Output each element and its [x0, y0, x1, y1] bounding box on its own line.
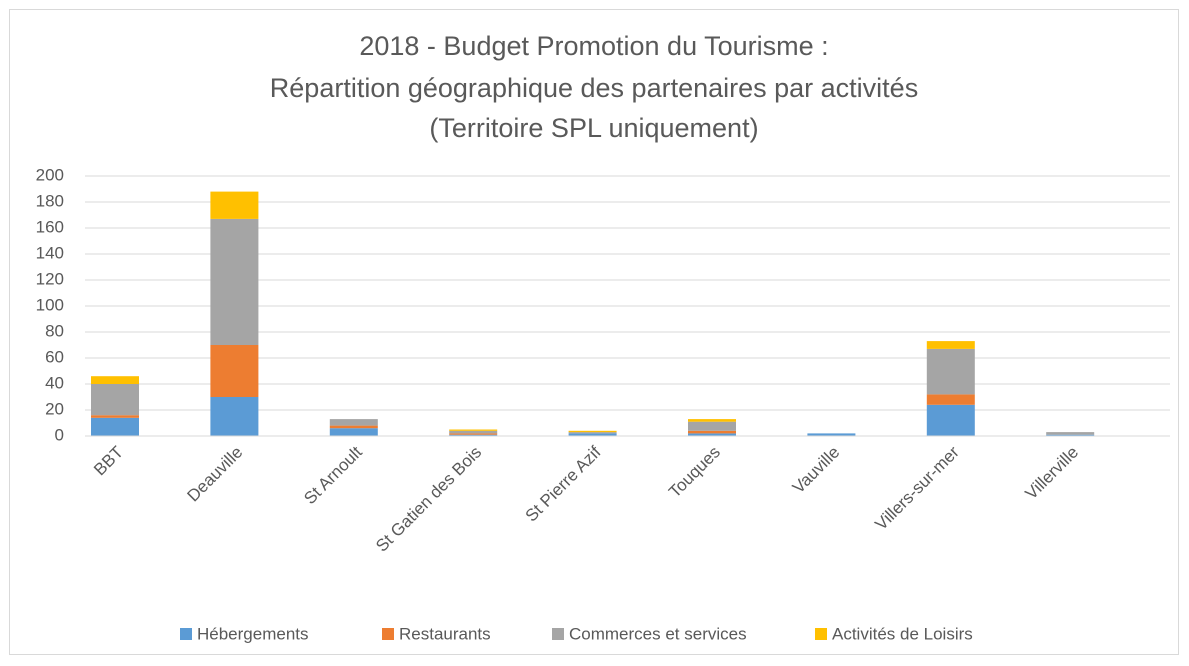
y-tick-label: 180	[36, 191, 64, 210]
bar-segment	[329, 425, 378, 429]
legend-swatch	[552, 628, 564, 640]
bar-segment	[210, 218, 259, 345]
legend-label: Commerces et services	[569, 624, 747, 643]
bar-segment	[926, 404, 975, 436]
bar-segment	[1046, 432, 1095, 435]
y-tick-label: 160	[36, 217, 64, 236]
bar-segment	[91, 417, 139, 436]
bar-segment	[926, 341, 975, 349]
bar-segment	[449, 433, 498, 435]
y-tick-label: 40	[45, 373, 64, 392]
bar-segment	[688, 430, 736, 434]
y-tick-label: 140	[36, 243, 64, 262]
y-tick-label: 120	[36, 269, 64, 288]
y-tick-label: 60	[45, 347, 64, 366]
bar-segment	[449, 434, 498, 436]
bar-segment	[210, 397, 259, 436]
y-tick-label: 100	[36, 295, 64, 314]
legend-swatch	[382, 628, 394, 640]
y-tick-label: 20	[45, 399, 64, 418]
legend-label: Hébergements	[197, 624, 309, 643]
bar-segment	[688, 421, 736, 431]
bar-segment	[210, 345, 259, 397]
chart-title: 2018 - Budget Promotion du Tourisme :	[359, 31, 828, 61]
legend-swatch	[180, 628, 192, 640]
bar-segment	[329, 428, 378, 436]
bar-segment	[568, 432, 617, 434]
bar-segment	[329, 419, 378, 426]
bar-segment	[688, 419, 736, 422]
chart-title: Répartition géographique des partenaires…	[270, 73, 918, 103]
bar-segment	[91, 384, 139, 416]
bar-segment	[449, 429, 498, 431]
bar-segment	[91, 376, 139, 384]
bar-segment	[926, 394, 975, 405]
bar-segment	[688, 433, 736, 436]
y-tick-label: 80	[45, 321, 64, 340]
bar-segment	[91, 415, 139, 418]
y-tick-label: 200	[36, 165, 64, 184]
bar-segment	[210, 191, 259, 219]
bar-segment	[568, 430, 617, 433]
bar-segment	[807, 433, 856, 436]
y-tick-label: 0	[55, 425, 64, 444]
legend-label: Activités de Loisirs	[832, 624, 973, 643]
legend-label: Restaurants	[399, 624, 491, 643]
legend-swatch	[815, 628, 827, 640]
bar-segment	[1046, 434, 1095, 436]
bar-segment	[449, 430, 498, 434]
bar-segment	[568, 433, 617, 436]
chart-title: (Territoire SPL uniquement)	[429, 113, 758, 143]
bar-segment	[926, 348, 975, 395]
